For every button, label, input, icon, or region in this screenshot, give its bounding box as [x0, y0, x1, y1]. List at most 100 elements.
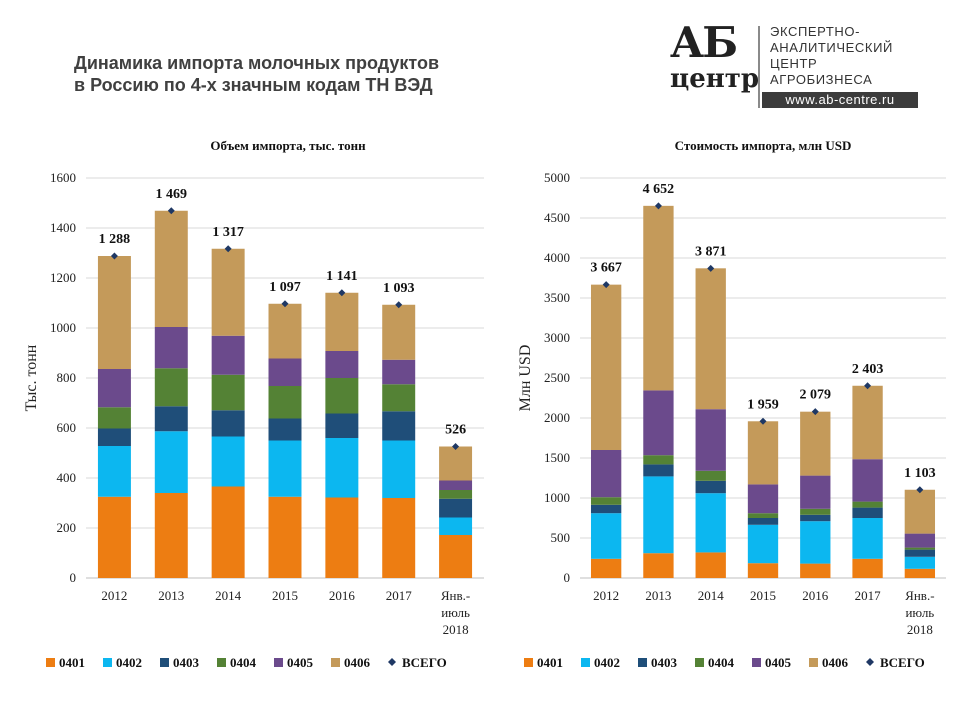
bar-segment-0402 [590, 513, 622, 559]
bar-segment-0405 [325, 351, 359, 378]
bar-segment-0406 [590, 284, 622, 450]
bar-segment-0405 [154, 327, 188, 369]
bar-segment-0402 [747, 524, 779, 564]
y-tick-label: 0 [70, 570, 77, 585]
bar-segment-0406 [211, 248, 245, 336]
y-tick-label: 600 [57, 420, 77, 435]
legend-swatch-0406 [809, 658, 818, 667]
y-tick-label: 1600 [50, 170, 76, 185]
bar-segment-0405 [97, 369, 131, 408]
bar-segment-0401 [643, 553, 674, 578]
bar-segment-0404 [325, 378, 359, 414]
total-marker [110, 252, 118, 260]
page-title: Динамика импорта молочных продуктов в Ро… [74, 52, 494, 96]
chart-1: Объем импорта, тыс. тонн Тыс. тонн 0 200 400… [23, 138, 484, 670]
bar-segment-0406 [382, 304, 416, 360]
total-data-label: 4 652 [643, 182, 675, 197]
page-title-line-2: в Россию по 4-х значным кодам ТН ВЭД [74, 75, 433, 95]
total-marker [602, 281, 610, 289]
y-axis-label: Млн USD [517, 345, 534, 412]
legend-swatch-0402 [581, 658, 590, 667]
bar-segment-0405 [590, 450, 622, 498]
chart-title: Объем импорта, тыс. тонн [210, 138, 366, 153]
y-tick-label: 2000 [544, 410, 570, 425]
bar-segment-0406 [439, 446, 473, 481]
legend-label-total: ВСЕГО [880, 655, 925, 670]
total-data-label: 1 469 [156, 187, 188, 202]
total-marker [224, 245, 232, 253]
bar-segment-0402 [695, 493, 726, 553]
y-tick-label: 5000 [544, 170, 570, 185]
bar-segment-0403 [97, 428, 131, 446]
bar-segment-0403 [747, 518, 779, 525]
logo-line-1: ЭКСПЕРТНО- [770, 24, 861, 39]
bar-segment-0402 [325, 438, 359, 498]
bar-segment-0403 [154, 406, 188, 432]
bar-segment-0402 [382, 440, 416, 498]
legend-label-0406: 0406 [344, 655, 371, 670]
y-tick-label: 800 [57, 370, 77, 385]
x-tick-label: 2015 [272, 588, 298, 603]
legend-label-total: ВСЕГО [402, 655, 447, 670]
bar-segment-0405 [268, 358, 302, 386]
total-marker [338, 289, 346, 297]
total-marker [811, 408, 819, 416]
y-tick-label: 2500 [544, 370, 570, 385]
bar-segment-0403 [590, 504, 622, 514]
y-tick-label: 3500 [544, 290, 570, 305]
logo-line-4: АГРОБИЗНЕСА [770, 72, 873, 87]
legend-swatch-0403 [638, 658, 647, 667]
legend-swatch-0403 [160, 658, 169, 667]
total-data-label: 2 079 [800, 388, 832, 403]
bar-segment-0405 [382, 359, 416, 385]
legend-label-0405: 0405 [765, 655, 792, 670]
y-tick-label: 4000 [544, 250, 570, 265]
bar-segment-0406 [325, 292, 359, 351]
bar-segment-0404 [643, 455, 674, 465]
bar-segment-0402 [154, 431, 188, 493]
bar-segment-0403 [439, 498, 473, 518]
total-data-label: 1 288 [99, 232, 131, 247]
bar-segment-0401 [97, 496, 131, 578]
bar-segment-0404 [747, 513, 779, 518]
legend-total-marker [866, 658, 874, 666]
bar-segment-0404 [852, 501, 883, 508]
bar-segment-0401 [154, 493, 188, 578]
total-data-label: 1 141 [326, 269, 358, 284]
bar-segment-0406 [695, 268, 726, 410]
bar-segment-0402 [852, 518, 883, 559]
bar-segment-0403 [268, 418, 302, 441]
bar-segment-0405 [439, 480, 473, 490]
bar-segment-0401 [382, 498, 416, 578]
legend-label-0402: 0402 [594, 655, 620, 670]
y-tick-label: 200 [57, 520, 77, 535]
total-marker [281, 300, 289, 308]
y-tick-label: 3000 [544, 330, 570, 345]
legend-label-0403: 0403 [173, 655, 200, 670]
logo-url: www.ab-centre.ru [762, 92, 918, 108]
bar-segment-0405 [747, 484, 779, 514]
total-marker [864, 382, 872, 390]
total-marker [916, 486, 924, 494]
bar-segment-0401 [268, 496, 302, 578]
logo-mark-top: АБ [670, 18, 738, 67]
bar-segment-0403 [643, 464, 674, 477]
logo-separator [758, 26, 760, 108]
legend-swatch-0404 [217, 658, 226, 667]
bar-segment-0406 [643, 205, 674, 391]
bar-segment-0403 [904, 549, 936, 557]
x-tick-label: 2014 [215, 588, 242, 603]
x-tick-label: 2013 [645, 588, 671, 603]
bar-segment-0403 [695, 480, 726, 494]
bar-segment-0406 [904, 489, 936, 534]
legend-swatch-0405 [752, 658, 761, 667]
x-tick-label: 2014 [698, 588, 725, 603]
total-data-label: 3 871 [695, 244, 727, 259]
bar-segment-0401 [590, 558, 622, 578]
bar-segment-0401 [904, 568, 936, 578]
y-tick-label: 1000 [544, 490, 570, 505]
page-title-line-1: Динамика импорта молочных продуктов [74, 53, 440, 73]
bar-segment-0404 [439, 490, 473, 499]
total-marker [452, 443, 460, 450]
